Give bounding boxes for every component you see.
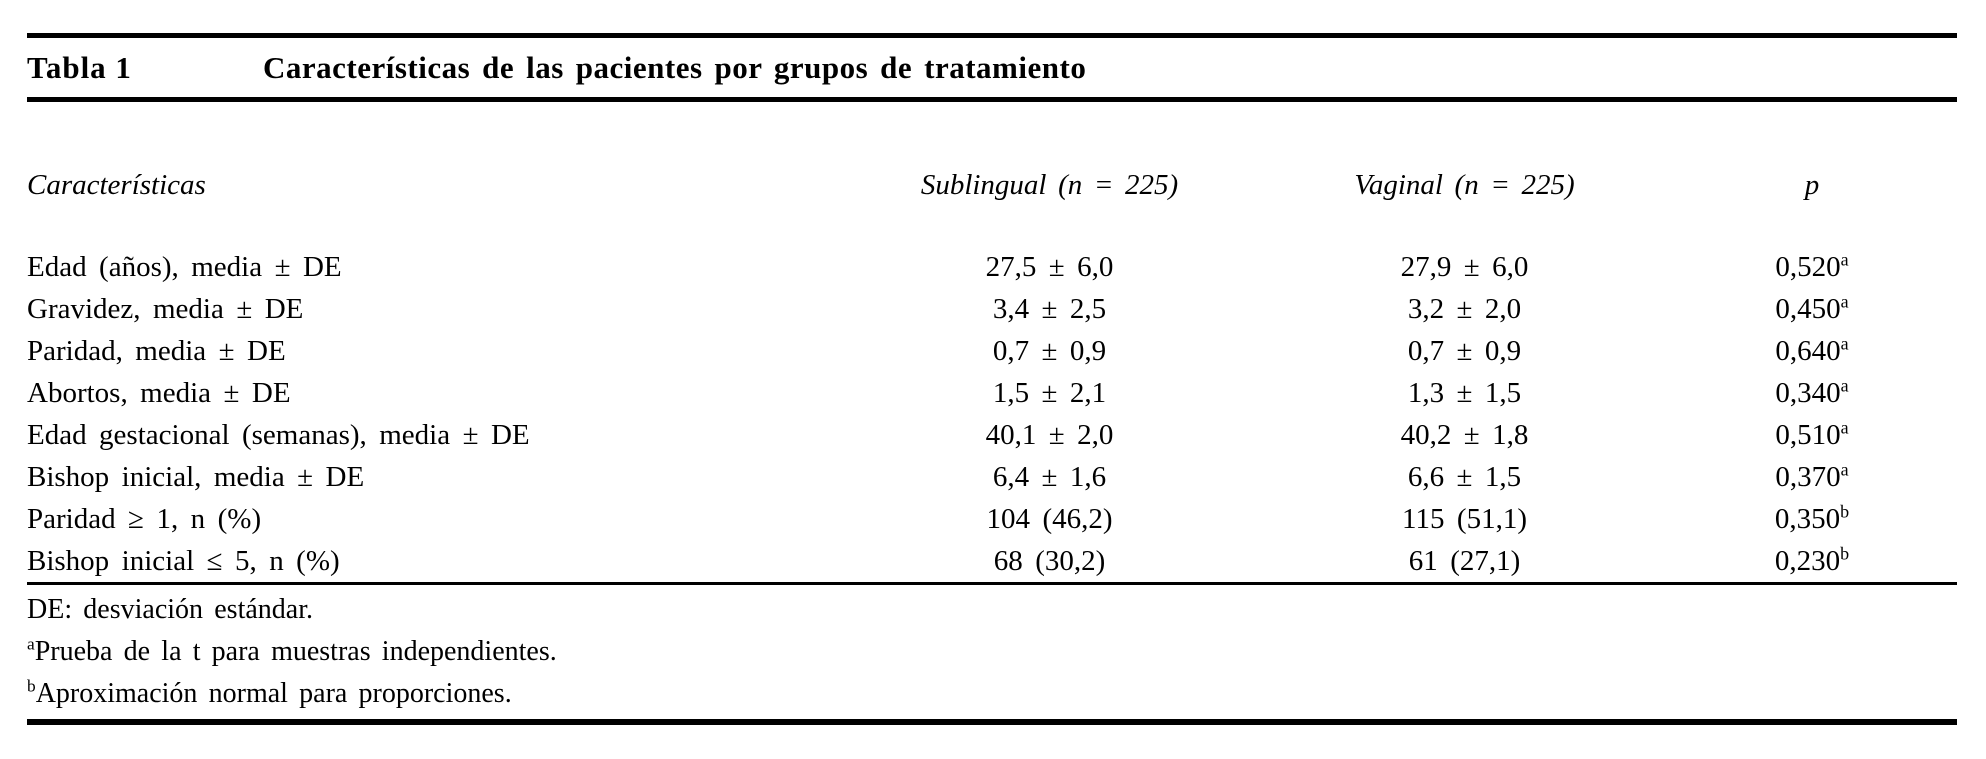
p-value-cell: 0,510a: [1667, 416, 1957, 452]
p-value: 0,350: [1774, 502, 1841, 535]
p-value-superscript: b: [1840, 500, 1850, 521]
p-value: 0,450: [1775, 292, 1841, 325]
p-value: 0,510: [1775, 418, 1841, 451]
table-row: Bishop inicial, media ± DE 6,4 ± 1,6 6,6…: [27, 456, 1957, 498]
table-row: Paridad, media ± DE 0,7 ± 0,9 0,7 ± 0,9 …: [27, 330, 1957, 372]
table-title: Características de las pacientes por gru…: [263, 50, 1087, 85]
footnote-superscript: b: [27, 676, 36, 696]
vaginal-value: 27,9 ± 6,0: [1400, 250, 1529, 283]
p-value-cell: 0,520a: [1667, 248, 1957, 284]
vaginal-value: 6,6 ± 1,5: [1407, 460, 1522, 493]
table-caption: Tabla 1 Características de las pacientes …: [27, 38, 1957, 97]
column-header-p: p: [1804, 168, 1820, 201]
footnote-text: Prueba de la t para muestras independien…: [34, 636, 557, 667]
footnote-text: DE: desviación estándar.: [27, 594, 313, 625]
footnote: aPrueba de la t para muestras independie…: [27, 631, 1957, 673]
footnote: bAproximación normal para proporciones.: [27, 673, 1957, 715]
bottom-rule: [27, 719, 1957, 725]
sublingual-value: 27,5 ± 6,0: [985, 250, 1114, 283]
p-value-superscript: a: [1840, 416, 1849, 437]
footnote-divider-rule: [27, 582, 1957, 585]
p-value-cell: 0,450a: [1667, 290, 1957, 326]
p-value-cell: 0,230b: [1667, 542, 1957, 578]
sublingual-value: 0,7 ± 0,9: [992, 334, 1107, 367]
p-value-cell: 0,350b: [1667, 500, 1957, 536]
column-header-sublingual: Sublingual (n = 225): [920, 168, 1179, 201]
p-value: 0,340: [1775, 376, 1841, 409]
table-row: Abortos, media ± DE 1,5 ± 2,1 1,3 ± 1,5 …: [27, 372, 1957, 414]
row-label: Edad gestacional (semanas), media ± DE: [27, 418, 530, 451]
table-number-label: Tabla 1: [27, 50, 132, 85]
vaginal-value: 61 (27,1): [1408, 544, 1521, 577]
column-header-caracteristicas: Características: [27, 168, 206, 201]
table-row: Edad gestacional (semanas), media ± DE 4…: [27, 414, 1957, 456]
sublingual-value: 40,1 ± 2,0: [985, 418, 1114, 451]
row-label: Paridad ≥ 1, n (%): [27, 502, 262, 535]
p-value: 0,370: [1775, 460, 1841, 493]
row-label: Paridad, media ± DE: [27, 334, 286, 367]
top-rule: [27, 33, 1957, 38]
vaginal-value: 115 (51,1): [1402, 502, 1527, 535]
row-label: Bishop inicial ≤ 5, n (%): [27, 544, 340, 577]
p-value-superscript: a: [1840, 374, 1849, 395]
table-row: Bishop inicial ≤ 5, n (%) 68 (30,2) 61 (…: [27, 540, 1957, 582]
vaginal-value: 40,2 ± 1,8: [1400, 418, 1529, 451]
footnote-superscript: a: [27, 634, 35, 654]
p-value: 0,230: [1774, 544, 1841, 577]
row-label: Abortos, media ± DE: [27, 376, 291, 409]
footnotes: DE: desviación estándar. aPrueba de la t…: [27, 589, 1957, 715]
p-value-superscript: a: [1840, 290, 1849, 311]
p-value: 0,640: [1775, 334, 1841, 367]
row-label: Edad (años), media ± DE: [27, 250, 342, 283]
p-value-cell: 0,370a: [1667, 458, 1957, 494]
table-row: Gravidez, media ± DE 3,4 ± 2,5 3,2 ± 2,0…: [27, 288, 1957, 330]
row-label: Bishop inicial, media ± DE: [27, 460, 365, 493]
sublingual-value: 1,5 ± 2,1: [992, 376, 1107, 409]
table-row: Edad (años), media ± DE 27,5 ± 6,0 27,9 …: [27, 246, 1957, 288]
sublingual-value: 3,4 ± 2,5: [992, 292, 1107, 325]
footnote: DE: desviación estándar.: [27, 589, 1957, 631]
p-value: 0,520: [1775, 250, 1841, 283]
table-body: Edad (años), media ± DE 27,5 ± 6,0 27,9 …: [27, 246, 1957, 582]
sublingual-value: 104 (46,2): [986, 502, 1113, 535]
footnote-text: Aproximación normal para proporciones.: [35, 678, 512, 709]
vaginal-value: 3,2 ± 2,0: [1407, 292, 1522, 325]
vaginal-value: 1,3 ± 1,5: [1407, 376, 1522, 409]
column-header-vaginal: Vaginal (n = 225): [1354, 168, 1575, 201]
caption-bottom-rule: [27, 97, 1957, 102]
p-value-cell: 0,340a: [1667, 374, 1957, 410]
p-value-superscript: b: [1840, 542, 1850, 563]
p-value-superscript: a: [1840, 332, 1849, 353]
p-value-superscript: a: [1840, 248, 1849, 269]
sublingual-value: 68 (30,2): [993, 544, 1106, 577]
table-header-row: Características Sublingual (n = 225) Vag…: [27, 164, 1957, 206]
row-label: Gravidez, media ± DE: [27, 292, 304, 325]
table-row: Paridad ≥ 1, n (%) 104 (46,2) 115 (51,1)…: [27, 498, 1957, 540]
sublingual-value: 6,4 ± 1,6: [992, 460, 1107, 493]
vaginal-value: 0,7 ± 0,9: [1407, 334, 1522, 367]
p-value-cell: 0,640a: [1667, 332, 1957, 368]
p-value-superscript: a: [1840, 458, 1849, 479]
